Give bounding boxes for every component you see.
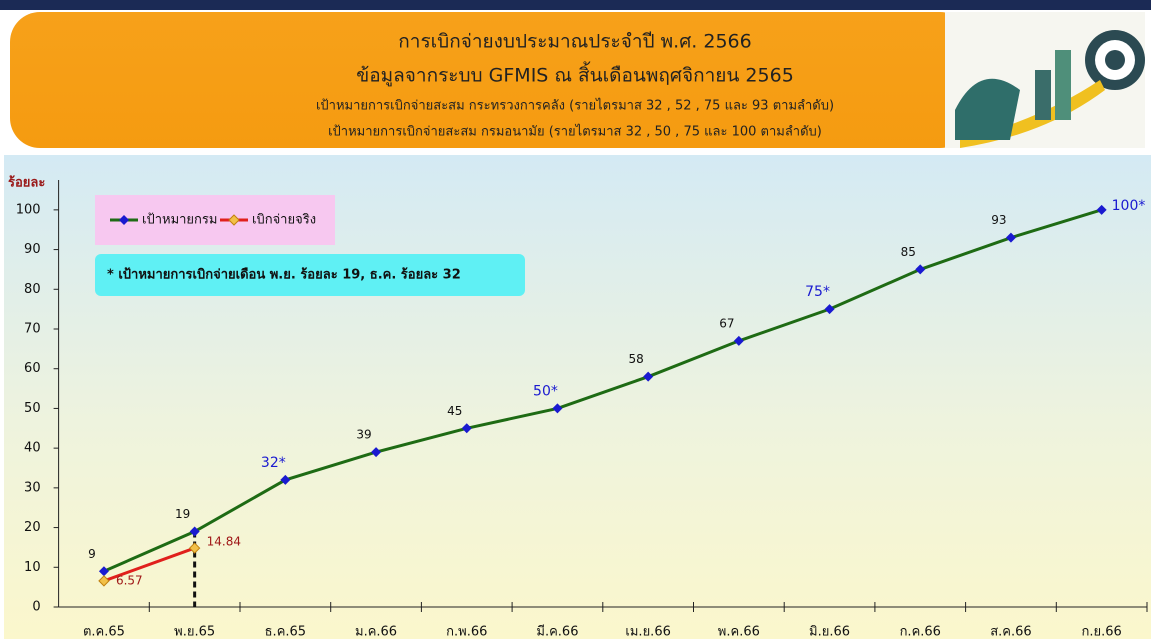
x-tick-label: พ.ย.65 xyxy=(174,625,215,639)
data-label: 6.57 xyxy=(116,573,143,587)
data-label: 58 xyxy=(629,352,644,366)
data-label: 32* xyxy=(261,455,286,471)
x-tick-label: ม.ค.66 xyxy=(355,625,397,639)
x-tick-label: ก.พ.66 xyxy=(446,625,487,639)
y-tick-label: 10 xyxy=(24,560,41,575)
data-label: 14.84 xyxy=(207,535,241,549)
data-label: 100* xyxy=(1112,198,1146,214)
x-tick-label: เม.ย.66 xyxy=(625,625,670,639)
page: การเบิกจ่ายงบประมาณประจำปี พ.ศ. 2566 ข้อ… xyxy=(0,0,1151,639)
y-tick-label: 100 xyxy=(16,202,41,217)
y-tick-label: 20 xyxy=(24,520,41,535)
x-tick-label: ก.ค.66 xyxy=(900,625,941,639)
chart-subtitle: ข้อมูลจากระบบ GFMIS ณ สิ้นเดือนพฤศจิกายน… xyxy=(356,62,794,87)
data-label: 45 xyxy=(447,404,462,418)
data-label: 67 xyxy=(719,316,734,330)
y-tick-label: 0 xyxy=(32,600,40,615)
annotation: * เป้าหมายการเบิกจ่ายเดือน พ.ย. ร้อยละ 1… xyxy=(107,267,461,283)
y-tick-label: 50 xyxy=(24,401,41,416)
x-tick-label: ส.ค.66 xyxy=(990,625,1031,639)
y-tick-label: 30 xyxy=(24,480,41,495)
x-tick-label: ต.ค.65 xyxy=(83,625,125,639)
y-tick-label: 40 xyxy=(24,441,41,456)
x-tick-label: ธ.ค.65 xyxy=(265,625,306,639)
data-label: 50* xyxy=(533,383,558,399)
legend-label: เบิกจ่ายจริง xyxy=(252,213,316,228)
header-illustration xyxy=(945,12,1145,148)
data-label: 85 xyxy=(901,245,916,259)
data-label: 9 xyxy=(88,547,96,561)
data-label: 93 xyxy=(991,213,1006,227)
data-label: 75* xyxy=(805,284,830,300)
x-tick-label: มิ.ย.66 xyxy=(809,625,850,639)
y-tick-label: 60 xyxy=(24,361,41,376)
x-tick-label: ก.ย.66 xyxy=(1082,625,1122,639)
data-label: 19 xyxy=(175,507,190,521)
y-tick-label: 70 xyxy=(24,322,41,337)
data-label: 39 xyxy=(356,428,371,442)
header-note: เป้าหมายการเบิกจ่ายสะสม กระทรวงการคลัง (… xyxy=(316,98,834,114)
y-tick-label: 80 xyxy=(24,282,41,297)
x-tick-label: พ.ค.66 xyxy=(718,625,760,639)
legend-label: เป้าหมายกรม xyxy=(142,213,217,228)
x-tick-label: มี.ค.66 xyxy=(536,624,578,639)
header-note: เป้าหมายการเบิกจ่ายสะสม กรมอนามัย (รายไต… xyxy=(328,124,822,140)
top-bar xyxy=(0,0,1151,10)
chart-title: การเบิกจ่ายงบประมาณประจำปี พ.ศ. 2566 xyxy=(398,31,751,53)
y-axis-label: ร้อยละ xyxy=(8,175,45,191)
y-tick-label: 90 xyxy=(24,242,41,257)
